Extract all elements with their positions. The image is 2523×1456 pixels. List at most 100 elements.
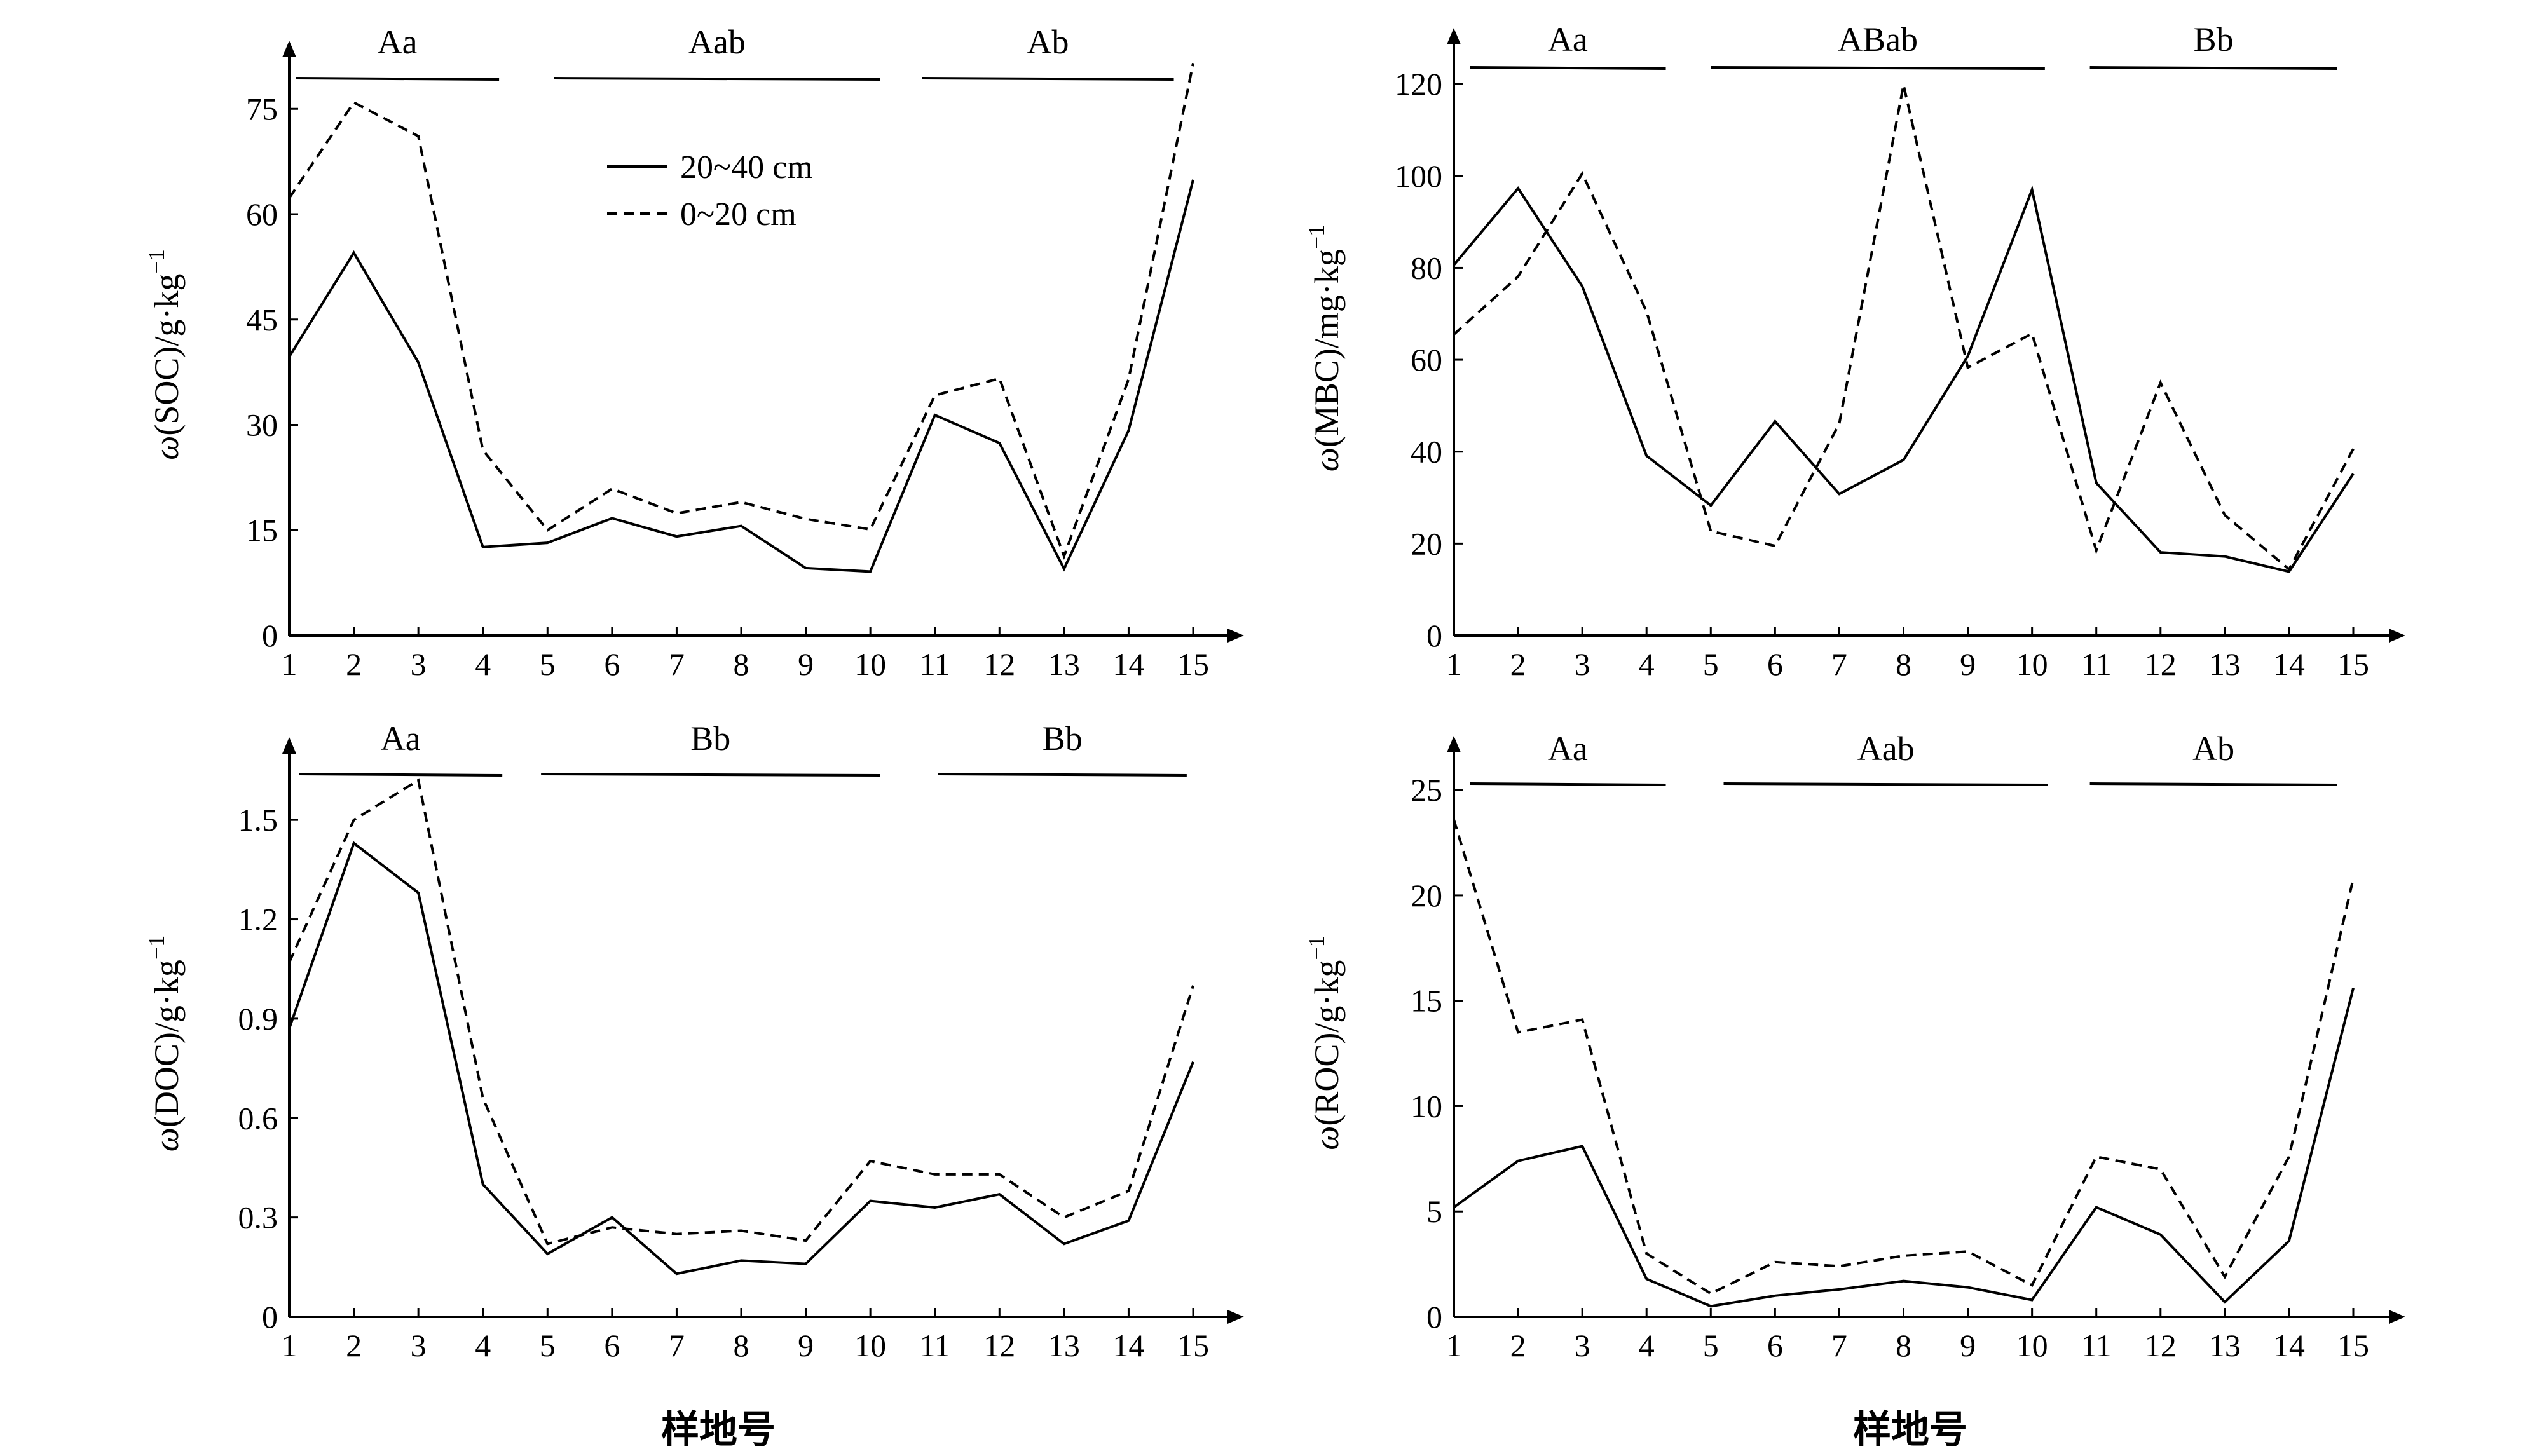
- group-bar: [296, 77, 500, 81]
- x-axis-arrow: [1227, 1310, 1244, 1324]
- series-line-0-20cm: [288, 62, 1194, 560]
- group-bar: [554, 77, 880, 81]
- y-tick-label: 45: [246, 302, 278, 337]
- x-tick-label: 4: [1639, 1328, 1655, 1363]
- x-tick-label: 1: [1446, 1328, 1462, 1363]
- x-tick-label: 9: [798, 1328, 814, 1363]
- series-line-0-20cm: [1453, 819, 2355, 1295]
- y-tick-label: 60: [1411, 342, 1442, 378]
- x-tick-label: 13: [2209, 646, 2241, 682]
- x-tick-label: 3: [411, 646, 427, 682]
- x-tick-label: 2: [1510, 646, 1526, 682]
- y-tick-label: 1.5: [238, 802, 278, 838]
- group-bar: [938, 773, 1187, 777]
- group-label: Ab: [2192, 730, 2234, 768]
- chart-panel-bottom-left: 1 2 3 4 5 6 7 8 9 10 11 12 13 14 1500.30.60.91.21.5ω(D…: [144, 719, 1244, 1363]
- x-tick-label: 10: [2016, 646, 2048, 682]
- series-line-20-40cm: [1453, 185, 2355, 573]
- x-axis-title-right: 样地号: [1853, 1409, 1967, 1451]
- y-tick-label: 15: [1411, 983, 1442, 1019]
- x-tick-label: 4: [475, 646, 491, 682]
- y-axis-arrow: [282, 41, 296, 57]
- y-axis-title: ω(ROC)/g·kg−1: [1304, 936, 1346, 1150]
- y-axis-title-main: (DOC)/g·kg: [147, 960, 186, 1127]
- y-axis-title-sup: −1: [1304, 225, 1329, 249]
- x-tick-label: 13: [1048, 1328, 1080, 1363]
- x-tick-label: 8: [734, 646, 749, 682]
- x-tick-label: 15: [1177, 646, 1209, 682]
- y-tick-label: 0: [262, 618, 278, 653]
- x-tick-label: 12: [2145, 1328, 2177, 1363]
- y-axis-title-var: ω: [147, 436, 186, 460]
- x-axis-title-left: 样地号: [661, 1409, 776, 1451]
- chart-panel-bottom-right: 1 2 3 4 5 6 7 8 9 10 11 12 13 14 150510152025ω(ROC)/g·…: [1304, 730, 2405, 1363]
- y-axis-title-main: (ROC)/g·kg: [1308, 960, 1346, 1126]
- x-tick-label: 3: [1575, 646, 1590, 682]
- group-label: ABab: [1838, 20, 1918, 58]
- x-tick-label: 4: [475, 1328, 491, 1363]
- chart-panel-top-left: 1 2 3 4 5 6 7 8 9 10 11 12 13 14 1501530456075ω(SOC)/g…: [144, 23, 1244, 682]
- y-tick-label: 25: [1411, 772, 1442, 808]
- y-axis-title: ω(SOC)/g·kg−1: [144, 249, 186, 459]
- x-tick-label: 5: [540, 1328, 556, 1363]
- x-tick-label: 5: [540, 646, 556, 682]
- series-line-0-20cm: [288, 778, 1194, 1246]
- x-tick-label: 14: [2273, 1328, 2305, 1363]
- y-axis-arrow: [1447, 28, 1461, 44]
- legend-dashed-label: 0~20 cm: [680, 196, 797, 233]
- y-tick-label: 30: [246, 407, 278, 443]
- x-tick-label: 12: [983, 1328, 1015, 1363]
- y-axis-title-var: ω: [1308, 447, 1346, 472]
- x-tick-label: 2: [346, 1328, 362, 1363]
- group-label: Bb: [2194, 20, 2234, 58]
- group-label: Bb: [690, 719, 730, 758]
- x-tick-label: 7: [669, 1328, 685, 1363]
- x-tick-label: 9: [1960, 1328, 1976, 1363]
- x-tick-label: 5: [1703, 1328, 1719, 1363]
- x-tick-label: 1: [1446, 646, 1462, 682]
- x-tick-label: 11: [920, 1328, 950, 1363]
- x-tick-label: 2: [346, 646, 362, 682]
- group-label: Aa: [1548, 730, 1588, 768]
- y-tick-label: 5: [1426, 1194, 1442, 1229]
- group-label: Aa: [378, 23, 418, 61]
- x-tick-label: 11: [2081, 646, 2112, 682]
- chart-panel-top-right: 1 2 3 4 5 6 7 8 9 10 11 12 13 14 15020406080100120ω(MB…: [1304, 20, 2405, 682]
- x-tick-label: 8: [1896, 1328, 1911, 1363]
- x-tick-label: 10: [854, 1328, 886, 1363]
- series-line-20-40cm: [288, 179, 1194, 573]
- x-tick-label: 15: [1177, 1328, 1209, 1363]
- y-tick-label: 0: [1426, 618, 1442, 653]
- group-bar: [1711, 66, 2045, 70]
- x-tick-label: 10: [854, 646, 886, 682]
- y-axis-title-sup: −1: [144, 249, 169, 273]
- x-tick-label: 12: [983, 646, 1015, 682]
- x-tick-label: 14: [1112, 1328, 1144, 1363]
- group-bar: [922, 77, 1174, 81]
- y-axis-title-var: ω: [147, 1127, 186, 1152]
- x-tick-label: 4: [1639, 646, 1655, 682]
- x-tick-label: 8: [1896, 646, 1911, 682]
- y-tick-label: 0.9: [238, 1001, 278, 1037]
- y-tick-label: 0: [262, 1299, 278, 1335]
- y-axis-title-main: (SOC)/g·kg: [147, 274, 186, 436]
- x-tick-label: 1: [282, 1328, 297, 1363]
- x-tick-label: 6: [1767, 1328, 1783, 1363]
- group-bar: [1470, 66, 1666, 70]
- y-tick-label: 0.3: [238, 1200, 278, 1235]
- x-tick-label: 1: [282, 646, 297, 682]
- group-label: Ab: [1027, 23, 1069, 61]
- x-tick-label: 10: [2016, 1328, 2048, 1363]
- series-line-20-40cm: [1453, 988, 2355, 1308]
- series-line-0-20cm: [1453, 85, 2355, 572]
- y-axis-title: ω(MBC)/mg·kg−1: [1304, 225, 1346, 472]
- y-tick-label: 100: [1395, 158, 1442, 194]
- x-tick-label: 13: [2209, 1328, 2241, 1363]
- x-tick-label: 7: [1831, 646, 1847, 682]
- group-label: Aab: [688, 23, 746, 61]
- y-tick-label: 75: [246, 91, 278, 126]
- x-tick-label: 9: [1960, 646, 1976, 682]
- series-line-20-40cm: [288, 841, 1194, 1276]
- y-tick-label: 15: [246, 512, 278, 548]
